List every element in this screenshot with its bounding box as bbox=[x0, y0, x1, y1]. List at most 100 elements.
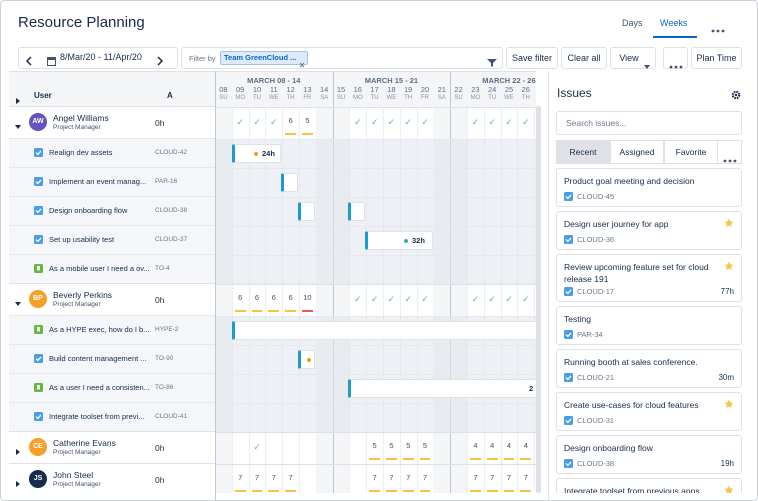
day-name: SU bbox=[336, 95, 346, 101]
day-cell bbox=[283, 285, 299, 315]
day-number: 10 bbox=[252, 85, 262, 94]
filter-label: Filter by bbox=[189, 54, 216, 63]
issue-card[interactable]: Testing PAR-34 bbox=[556, 306, 742, 345]
load-bar bbox=[386, 490, 397, 492]
issue-tab[interactable]: Recent bbox=[556, 140, 610, 164]
task-title[interactable]: As a HYPE exec, how do I b... bbox=[49, 325, 150, 334]
task-row-bg bbox=[215, 226, 536, 255]
issue-card[interactable]: Review upcoming feature set for cloud re… bbox=[556, 254, 742, 302]
prev-button[interactable] bbox=[25, 53, 33, 71]
issue-tab[interactable]: Favorite bbox=[664, 140, 718, 164]
tab-label: Recent bbox=[569, 147, 597, 157]
issue-card[interactable]: Product goal meeting and decision CLOUD-4… bbox=[556, 168, 742, 207]
panel-divider bbox=[215, 71, 216, 500]
cell-value: ✓ bbox=[471, 294, 480, 304]
week-label: MARCH 15 - 21 bbox=[364, 76, 419, 85]
dropdown-arrow bbox=[644, 56, 650, 76]
avatar: CE bbox=[29, 438, 47, 456]
day-line bbox=[534, 107, 536, 493]
button-label: Clear all bbox=[567, 53, 601, 63]
avatar: AW bbox=[29, 113, 47, 131]
cell-value: ✓ bbox=[522, 294, 530, 304]
task-title[interactable]: Integrate toolset from previ... bbox=[49, 412, 145, 421]
day-name: TU bbox=[488, 95, 497, 101]
task-row-bg bbox=[215, 255, 536, 284]
settings-icon[interactable] bbox=[731, 87, 741, 105]
star bbox=[724, 261, 734, 271]
user-hours: 0h bbox=[155, 475, 165, 485]
issue-tab[interactable]: Assigned bbox=[610, 140, 664, 164]
schedule-bar[interactable] bbox=[348, 202, 365, 221]
task-title[interactable]: As a mobile user I need a ov... bbox=[49, 264, 150, 273]
date-range[interactable]: 8/Mar/20 - 11/Apr/20 bbox=[60, 52, 142, 62]
schedule-bar[interactable] bbox=[365, 231, 433, 250]
expand-toggle[interactable] bbox=[14, 118, 22, 136]
star-shape bbox=[724, 261, 734, 270]
expand-toggle[interactable] bbox=[14, 443, 22, 461]
funnel-shape bbox=[487, 59, 497, 67]
issue-title: Design user journey for app bbox=[564, 219, 669, 229]
task-key: HYPE-2 bbox=[155, 326, 179, 333]
task-icon bbox=[34, 206, 43, 215]
search-box[interactable]: Search issues... bbox=[556, 111, 742, 135]
view-tab[interactable]: Days bbox=[622, 18, 643, 28]
cell-value: 4 bbox=[473, 441, 478, 450]
task-title[interactable]: As a user I need a consisten... bbox=[49, 383, 150, 392]
toolbar-button[interactable]: View bbox=[610, 47, 656, 69]
task-title[interactable]: Design onboarding flow bbox=[49, 206, 128, 215]
task-title[interactable]: Implement an event manag... bbox=[49, 177, 147, 186]
cross-shape bbox=[299, 62, 305, 68]
toolbar-button[interactable]: Plan Time bbox=[691, 47, 742, 69]
avatar-initials: JS bbox=[33, 475, 43, 482]
icon-mark bbox=[37, 266, 40, 271]
expand-all[interactable] bbox=[14, 92, 22, 110]
schedule-bar[interactable] bbox=[298, 350, 315, 369]
load-bar bbox=[503, 490, 515, 492]
schedule-bar[interactable] bbox=[281, 173, 298, 192]
issue-card[interactable]: Design onboarding flow CLOUD-38 19h bbox=[556, 435, 742, 474]
issue-card[interactable]: Design user journey for app CLOUD-36 bbox=[556, 211, 742, 250]
cross bbox=[299, 62, 305, 68]
toolbar-button[interactable]: Save filter bbox=[506, 47, 558, 69]
day-cell bbox=[501, 433, 518, 463]
star-icon bbox=[724, 261, 734, 270]
cell-value: 6 bbox=[254, 293, 260, 302]
icon-check bbox=[35, 237, 42, 243]
issue-list: Product goal meeting and decision CLOUD-4… bbox=[549, 166, 749, 493]
schedule-bar[interactable] bbox=[348, 379, 536, 398]
cell-value: ✓ bbox=[270, 117, 278, 127]
expand-toggle[interactable] bbox=[14, 475, 22, 493]
task-title[interactable]: Build content management ... bbox=[49, 354, 147, 363]
issue-key: CLOUD-17 bbox=[577, 287, 615, 296]
day-cell bbox=[400, 108, 417, 138]
next-button[interactable] bbox=[156, 53, 164, 71]
issue-icon bbox=[564, 235, 573, 244]
load-bar bbox=[402, 490, 414, 492]
task-icon bbox=[34, 235, 43, 244]
day-name: TH bbox=[521, 95, 530, 101]
schedule-bar[interactable] bbox=[232, 321, 536, 340]
task-title[interactable]: Realign dev assets bbox=[49, 148, 113, 157]
expand-toggle[interactable] bbox=[14, 295, 22, 313]
day-name: MO bbox=[352, 95, 363, 101]
issue-card[interactable]: Integrate toolset from previous apps bbox=[556, 478, 742, 493]
load-bar bbox=[520, 458, 532, 460]
gear-ring bbox=[731, 90, 741, 100]
filter-chip[interactable]: Team GreenCloud ... bbox=[220, 51, 308, 68]
issue-card[interactable]: Running booth at sales conference. CLOUD-… bbox=[556, 349, 742, 388]
avatar-initials: CE bbox=[33, 443, 43, 450]
tri bbox=[644, 65, 650, 69]
task-title[interactable]: Set up usability test bbox=[49, 235, 115, 244]
schedule-bar[interactable] bbox=[298, 202, 315, 221]
story-icon bbox=[34, 264, 43, 273]
view-tab[interactable]: Weeks bbox=[660, 18, 688, 28]
calendar-icon bbox=[47, 53, 56, 71]
more-button[interactable] bbox=[711, 20, 725, 38]
toolbar-button[interactable]: Clear all bbox=[561, 47, 607, 69]
more-button[interactable] bbox=[663, 47, 688, 69]
day-number: 08 bbox=[219, 85, 228, 94]
issue-card[interactable]: Create use-cases for cloud features CLOUD… bbox=[556, 392, 742, 431]
more-button[interactable] bbox=[717, 140, 742, 164]
day-cell bbox=[468, 285, 484, 315]
day-line bbox=[483, 107, 485, 493]
